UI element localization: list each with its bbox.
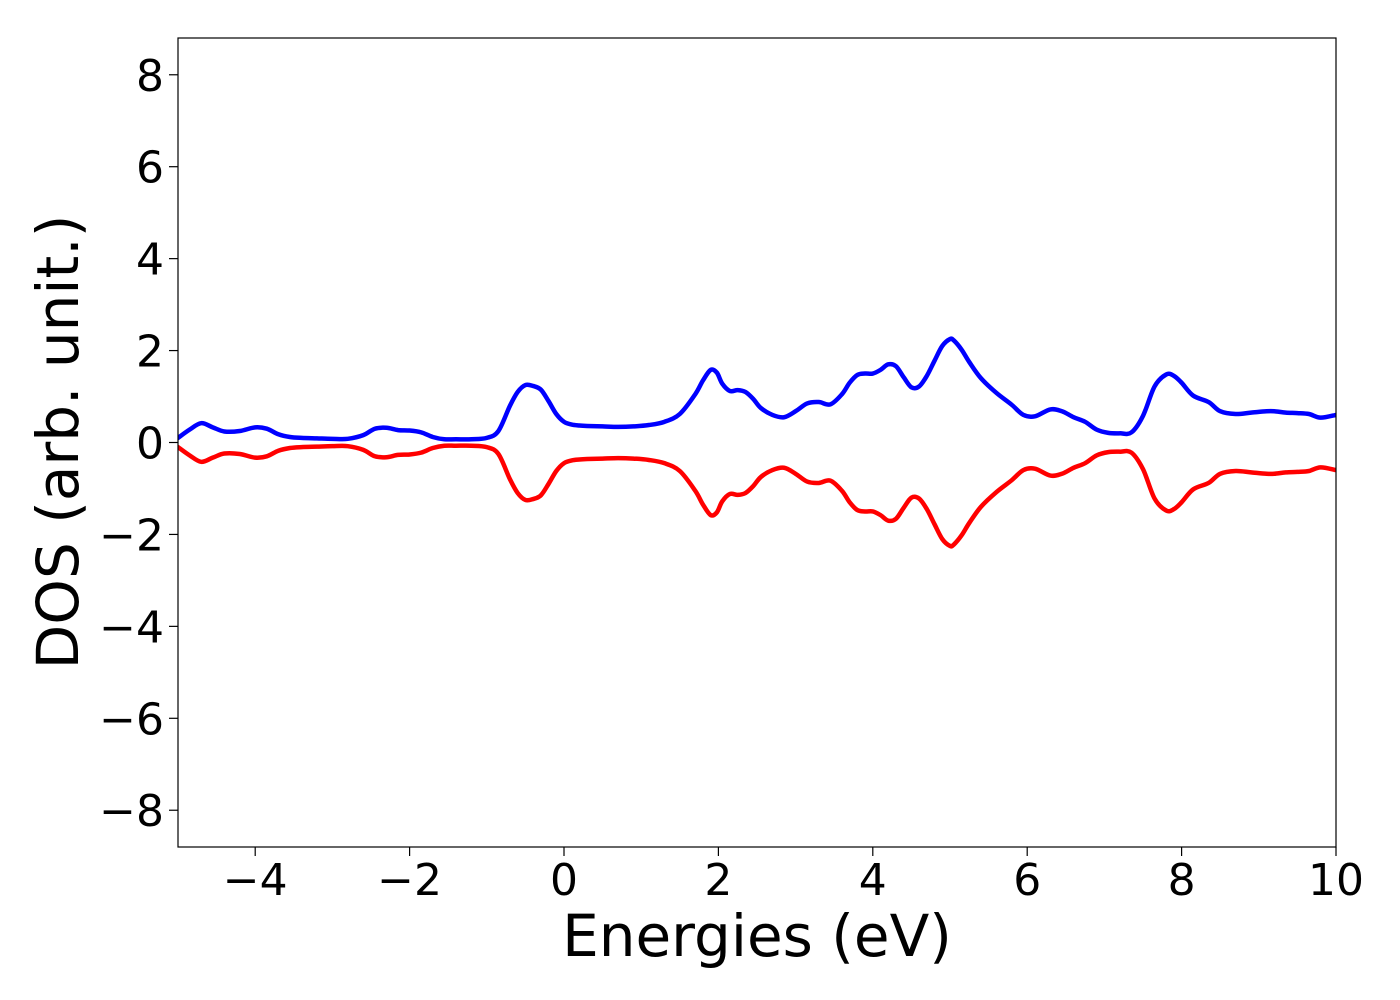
x-tick-label: −2 (377, 855, 442, 906)
y-tick-label: 6 (136, 143, 164, 194)
y-tick-label: −4 (99, 602, 164, 653)
y-tick-label: 2 (136, 327, 164, 378)
y-tick-label: −6 (99, 694, 164, 745)
y-axis-label: DOS (arb. unit.) (24, 215, 92, 670)
x-axis-label: Energies (eV) (562, 902, 952, 970)
x-tick-label: 4 (859, 855, 887, 906)
y-tick-label: 4 (136, 235, 164, 286)
x-tick-label: −4 (223, 855, 288, 906)
series-line-2 (178, 443, 1336, 549)
x-tick-label: 8 (1168, 855, 1196, 906)
x-axis: −4 −2 0 2 4 6 8 10 (223, 847, 1364, 906)
x-tick-label: 6 (1013, 855, 1041, 906)
x-tick-label: 0 (550, 855, 578, 906)
y-tick-label: −8 (99, 786, 164, 837)
y-axis: −8 −6 −4 −2 0 2 4 6 8 (99, 51, 178, 837)
y-tick-label: 0 (136, 419, 164, 470)
series-layer (178, 336, 1336, 549)
series-line-1 (178, 336, 1336, 442)
x-tick-label: 10 (1308, 855, 1364, 906)
x-tick-label: 2 (704, 855, 732, 906)
y-tick-label: 8 (136, 51, 164, 102)
y-tick-label: −2 (99, 510, 164, 561)
